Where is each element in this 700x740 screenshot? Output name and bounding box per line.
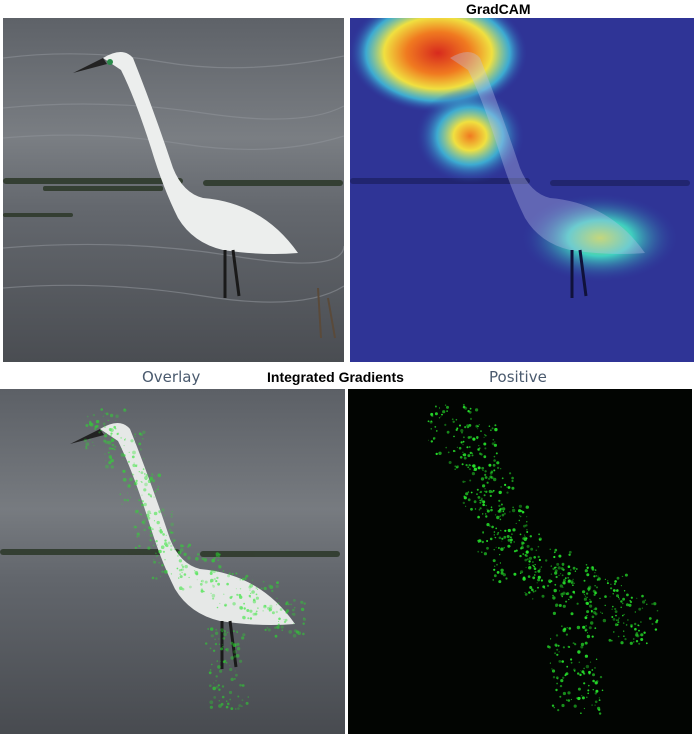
overlay-label: Overlay xyxy=(142,368,201,386)
integrated-gradients-overlay xyxy=(0,389,345,734)
integrated-gradients-positive xyxy=(348,389,692,734)
positive-label: Positive xyxy=(489,368,547,386)
integrated-gradients-title: Integrated Gradients xyxy=(267,369,404,385)
gradcam-heatmap xyxy=(350,18,694,362)
gradcam-title: GradCAM xyxy=(466,1,531,17)
original-image xyxy=(3,18,344,362)
